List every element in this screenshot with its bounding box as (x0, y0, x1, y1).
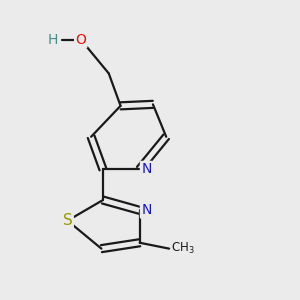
Text: N: N (141, 203, 152, 218)
Text: N: N (141, 203, 152, 218)
Text: N: N (141, 162, 152, 176)
Text: S: S (63, 213, 72, 228)
Text: O: O (75, 33, 86, 46)
Text: S: S (63, 213, 72, 228)
Text: H: H (48, 33, 58, 46)
Text: H: H (48, 33, 58, 46)
Text: CH$_3$: CH$_3$ (171, 241, 194, 256)
Text: O: O (75, 33, 86, 46)
Text: N: N (141, 162, 152, 176)
